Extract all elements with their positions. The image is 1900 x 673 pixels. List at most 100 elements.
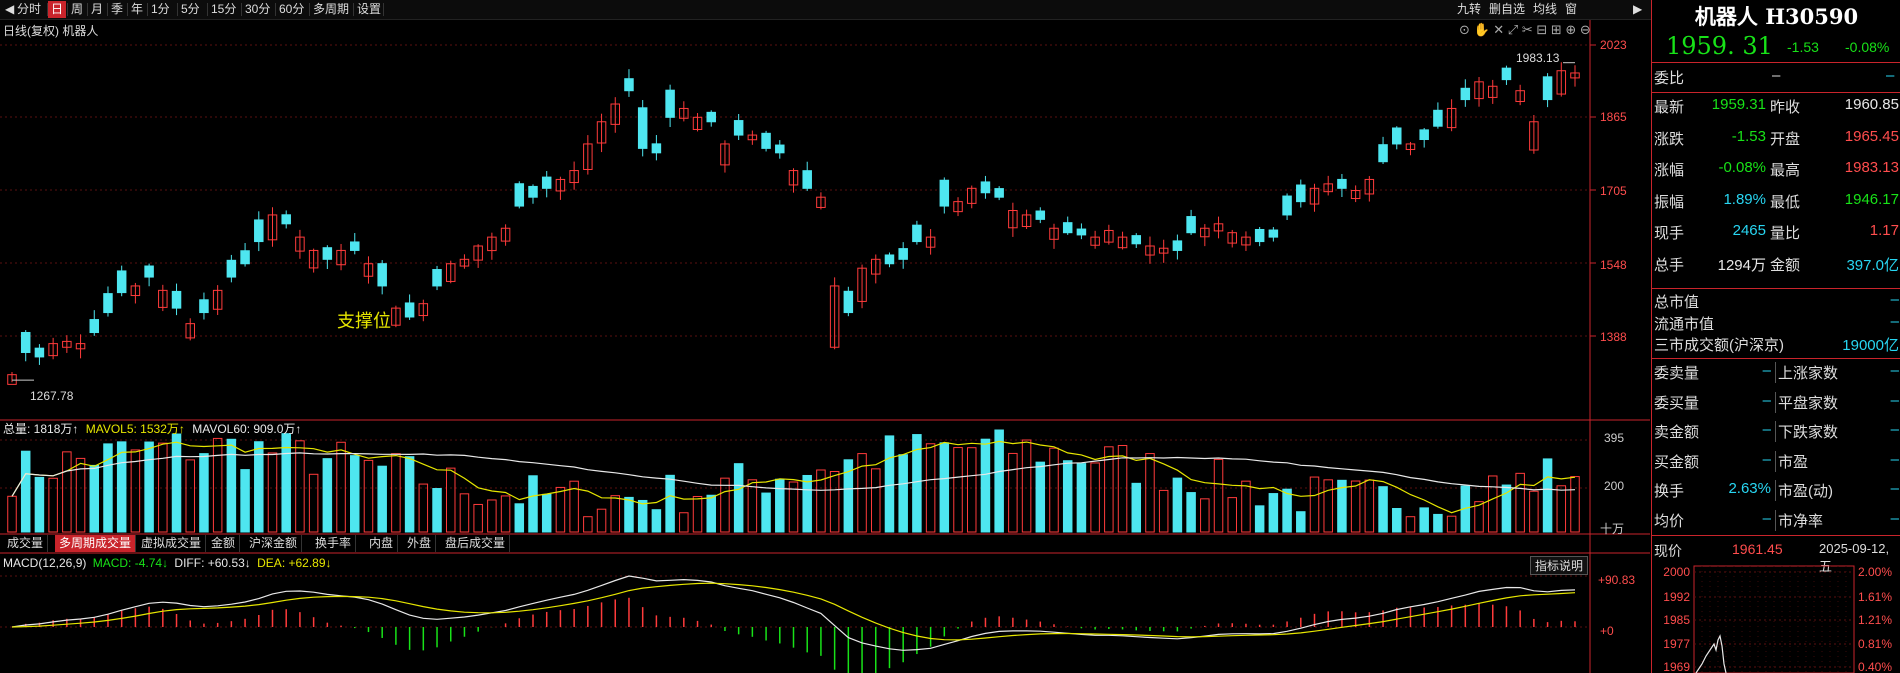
volume-total: 总量: 1818万↑ xyxy=(3,422,79,436)
volume-bar xyxy=(308,473,319,533)
sub-tab-2[interactable]: 虚拟成交量 xyxy=(137,535,207,552)
candle-body xyxy=(254,219,264,243)
candle-body xyxy=(953,201,963,213)
quote-value: 397.0亿 xyxy=(1846,256,1899,274)
right-tool-0[interactable]: 九转 xyxy=(1457,2,1482,16)
volume-bar xyxy=(240,469,250,533)
quote-label: 涨幅 xyxy=(1654,162,1685,179)
mini-left-tick: 2000 xyxy=(1663,565,1690,579)
candle-body xyxy=(377,263,387,287)
sub-tab-4[interactable]: 沪深金额 xyxy=(245,535,303,552)
period-tab-1[interactable]: 日 xyxy=(48,1,67,18)
order-value: – xyxy=(1762,421,1771,438)
sub-tab-1[interactable]: 多周期成交量 xyxy=(55,535,137,552)
candle-body xyxy=(1213,223,1224,232)
volume-bar xyxy=(1515,472,1525,533)
order-value: – xyxy=(1762,450,1771,468)
quote-row: 总手 1294万 金额 397.0亿 xyxy=(1652,254,1900,283)
period-tab-11[interactable]: 多周期 xyxy=(313,2,350,16)
volume-bar xyxy=(953,447,963,533)
candle-body xyxy=(665,89,675,118)
market-row: 三市成交额(沪深京) 19000亿 xyxy=(1652,334,1900,363)
next-arrow-icon[interactable]: ▶ xyxy=(1633,2,1643,16)
volume-bar xyxy=(1104,446,1114,533)
period-tab-2[interactable]: 周 xyxy=(71,2,84,16)
candle-body xyxy=(816,196,826,208)
volume-bar xyxy=(829,470,840,533)
period-tab-5[interactable]: 年 xyxy=(131,2,144,16)
order-value: – xyxy=(1890,362,1899,379)
volume-bar xyxy=(1049,447,1059,533)
kline-chart[interactable] xyxy=(0,20,1650,673)
volume-bar xyxy=(788,481,799,533)
market-label: 总市值 xyxy=(1654,294,1700,311)
volume-bar xyxy=(459,493,470,533)
period-toolbar: ◀ 分时日周月季年 1分 5分 15分 30分 60分 多周期 设置 九转 删自选 均线窗 ▶ xyxy=(0,0,1900,20)
order-label: 委卖量 xyxy=(1654,365,1700,382)
right-tool-3[interactable]: 窗 xyxy=(1565,2,1578,16)
candle-body xyxy=(733,120,744,136)
candle-body xyxy=(610,103,621,125)
right-tool-2[interactable]: 均线 xyxy=(1533,2,1558,16)
order-value: – xyxy=(1762,391,1771,409)
quote-value: -0.08% xyxy=(1718,159,1766,176)
order-value: 2.63% xyxy=(1728,480,1771,497)
period-tab-9[interactable]: 30分 xyxy=(245,2,271,16)
quote-value: 2465 xyxy=(1732,222,1766,239)
prev-arrow-icon[interactable]: ◀ xyxy=(5,2,15,16)
chart-tool-icons[interactable]: ⊙ ✋ ✕ ⤢ ✂ ⊟ ⊞ ⊕ ⊖ xyxy=(1459,22,1591,37)
candle-body xyxy=(583,143,593,170)
period-tab-3[interactable]: 月 xyxy=(91,2,104,16)
candle-body xyxy=(898,248,908,260)
quote-label: 最高 xyxy=(1770,162,1801,179)
candle-body xyxy=(171,290,182,309)
volume-bar xyxy=(610,495,621,533)
order-row: 换手 2.63% 市盈(动) – xyxy=(1652,480,1900,509)
weibi-label: 委比 xyxy=(1654,70,1685,87)
mini-intraday-chart[interactable]: 2000 1992 1985 1977 1969 2.00% 1.61% 1.21% 0.81%… xyxy=(1652,560,1900,673)
volume-bar xyxy=(281,433,291,533)
candle-body xyxy=(1254,228,1265,243)
volume-bar xyxy=(295,440,305,533)
period-tab-7[interactable]: 5分 xyxy=(181,2,200,16)
candle-body xyxy=(226,259,237,278)
sub-tab-5[interactable]: 换手率 xyxy=(311,535,357,552)
order-label: 上涨家数 xyxy=(1775,362,1838,383)
period-tab-12[interactable]: 设置 xyxy=(357,2,382,16)
order-row: 委买量 – 平盘家数 – xyxy=(1652,391,1900,421)
sub-tab-0[interactable]: 成交量 xyxy=(3,535,49,552)
volume-bar xyxy=(1337,479,1347,533)
volume-bar xyxy=(994,429,1004,533)
mini-price-line xyxy=(1695,634,1727,673)
indicator-help-button[interactable]: 指标说明 xyxy=(1530,556,1589,575)
period-tab-0[interactable]: 分时 xyxy=(17,2,42,16)
quote-label: 现手 xyxy=(1654,225,1685,242)
sub-tab-3[interactable]: 金额 xyxy=(207,535,241,552)
candle-body xyxy=(185,323,195,339)
quote-label: 振幅 xyxy=(1654,193,1685,211)
volume-bar xyxy=(1213,458,1224,533)
period-tab-10[interactable]: 60分 xyxy=(279,2,305,16)
sub-tab-6[interactable]: 内盘 xyxy=(365,535,399,552)
price-tick-3: 1548 xyxy=(1600,258,1627,272)
volume-bar xyxy=(1062,460,1073,533)
period-tab-8[interactable]: 15分 xyxy=(211,2,237,16)
volume-bar xyxy=(363,459,374,533)
period-tab-6[interactable]: 1分 xyxy=(151,2,170,16)
volume-bar xyxy=(720,477,730,533)
candle-body xyxy=(1172,240,1183,251)
right-tool-1[interactable]: 删自选 xyxy=(1489,2,1526,16)
candle-body xyxy=(350,241,360,251)
candle-body xyxy=(1501,67,1512,81)
volume-ma5-line xyxy=(11,440,1576,514)
sub-tab-8[interactable]: 盘后成交量 xyxy=(441,535,511,552)
candle-body xyxy=(939,179,950,207)
candle-body xyxy=(391,307,401,326)
quote-value: 1960.85 xyxy=(1844,96,1899,113)
period-tab-4[interactable]: 季 xyxy=(111,2,124,16)
volume-bar xyxy=(1378,486,1388,533)
volume-bar xyxy=(158,442,168,533)
sub-tab-7[interactable]: 外盘 xyxy=(403,535,437,552)
volume-bar xyxy=(665,474,675,533)
quote-panel: 机器人 H30590 1959. 31 -1.53 -0.08% 委比 – – … xyxy=(1651,0,1900,673)
